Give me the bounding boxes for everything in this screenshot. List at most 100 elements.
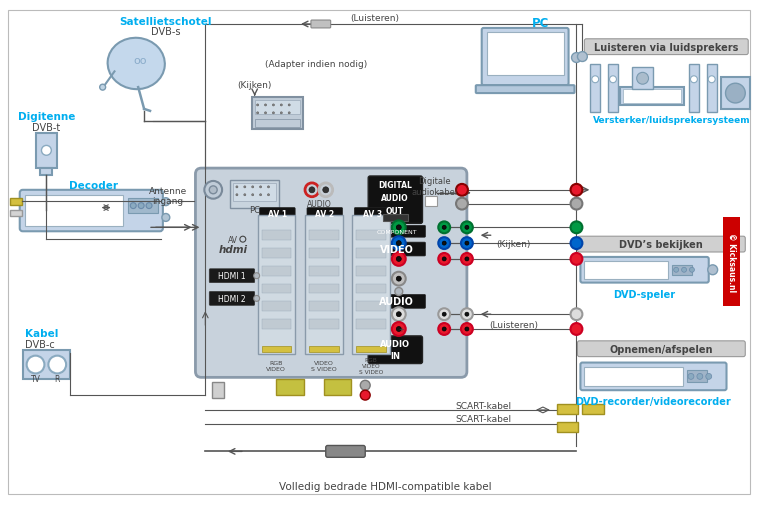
Circle shape <box>288 113 290 115</box>
Circle shape <box>267 186 270 188</box>
Circle shape <box>396 241 401 246</box>
Text: DVD-speler: DVD-speler <box>614 289 676 299</box>
Bar <box>262 231 291 241</box>
Bar <box>707 65 717 113</box>
Bar <box>720 78 750 110</box>
Text: DVD-recorder/videorecorder: DVD-recorder/videorecorder <box>575 396 731 407</box>
Circle shape <box>257 113 259 115</box>
Circle shape <box>319 183 333 197</box>
Bar <box>309 320 339 329</box>
Circle shape <box>708 77 715 83</box>
Circle shape <box>465 226 469 230</box>
FancyBboxPatch shape <box>260 208 295 220</box>
Circle shape <box>610 77 617 83</box>
Bar <box>262 320 291 329</box>
Circle shape <box>439 222 450 234</box>
Text: Kabel: Kabel <box>25 328 58 338</box>
Text: Volledig bedrade HDMI-compatible kabel: Volledig bedrade HDMI-compatible kabel <box>279 481 492 491</box>
Text: AV 2: AV 2 <box>315 210 334 219</box>
Text: Luisteren via luidsprekers: Luisteren via luidsprekers <box>594 42 739 53</box>
Bar <box>35 133 58 169</box>
Circle shape <box>726 84 745 104</box>
Circle shape <box>27 356 45 374</box>
Text: (Kijken): (Kijken) <box>237 81 272 90</box>
Circle shape <box>456 184 468 196</box>
Text: AV 3: AV 3 <box>362 210 382 219</box>
Bar <box>262 266 291 276</box>
FancyBboxPatch shape <box>578 237 745 252</box>
Text: R: R <box>55 374 60 383</box>
Bar <box>10 198 22 205</box>
Circle shape <box>264 105 266 107</box>
Bar <box>41 169 52 176</box>
Bar <box>356 302 386 312</box>
Circle shape <box>706 374 712 380</box>
Text: (Kijken): (Kijken) <box>496 239 531 248</box>
Bar <box>557 422 578 432</box>
Bar <box>230 181 280 208</box>
Circle shape <box>360 381 370 390</box>
Circle shape <box>442 327 446 331</box>
Bar <box>252 98 303 129</box>
Bar <box>255 101 300 115</box>
Circle shape <box>396 312 401 317</box>
Text: +: + <box>398 326 404 332</box>
Text: TV: TV <box>31 374 41 383</box>
Text: hdmi: hdmi <box>218 244 247 255</box>
Circle shape <box>273 113 274 115</box>
Bar <box>620 88 684 106</box>
Circle shape <box>280 105 283 107</box>
Circle shape <box>204 182 222 199</box>
Circle shape <box>690 77 697 83</box>
Circle shape <box>252 194 253 196</box>
FancyBboxPatch shape <box>584 40 748 56</box>
Circle shape <box>578 53 588 62</box>
Text: Digitale
audiokabel: Digitale audiokabel <box>411 177 458 196</box>
FancyBboxPatch shape <box>195 169 467 378</box>
Bar <box>356 284 386 294</box>
Bar <box>425 196 437 206</box>
Circle shape <box>252 186 253 188</box>
Circle shape <box>396 257 401 262</box>
Circle shape <box>236 194 238 196</box>
Circle shape <box>288 105 290 107</box>
Circle shape <box>395 288 402 296</box>
Circle shape <box>273 105 274 107</box>
Bar <box>25 195 124 227</box>
Circle shape <box>439 323 450 335</box>
Circle shape <box>571 309 582 321</box>
Text: VIDEO: VIDEO <box>380 244 414 255</box>
Circle shape <box>396 327 401 332</box>
FancyBboxPatch shape <box>20 190 163 232</box>
Circle shape <box>442 226 446 230</box>
Text: DVB-s: DVB-s <box>151 27 180 37</box>
FancyBboxPatch shape <box>482 29 568 86</box>
Circle shape <box>571 198 582 210</box>
Bar <box>353 216 390 354</box>
Text: PC: PC <box>249 206 260 215</box>
Text: VIDEO
S VIDEO: VIDEO S VIDEO <box>311 361 336 371</box>
Text: AV 1: AV 1 <box>268 210 287 219</box>
Circle shape <box>162 214 170 222</box>
Bar <box>276 380 304 395</box>
Circle shape <box>442 242 446 245</box>
Text: AUDIO: AUDIO <box>380 340 410 348</box>
Circle shape <box>439 254 450 265</box>
Bar <box>10 210 22 217</box>
FancyBboxPatch shape <box>368 336 422 364</box>
FancyBboxPatch shape <box>368 226 425 238</box>
Circle shape <box>162 198 170 206</box>
Circle shape <box>392 272 406 286</box>
FancyBboxPatch shape <box>311 21 331 29</box>
Text: AUDIO: AUDIO <box>381 194 409 203</box>
Circle shape <box>465 242 469 245</box>
Circle shape <box>456 198 468 210</box>
Bar <box>608 65 618 113</box>
FancyBboxPatch shape <box>368 295 425 309</box>
Circle shape <box>396 277 401 282</box>
Bar <box>262 346 291 352</box>
Circle shape <box>100 85 106 91</box>
Text: AUDIO: AUDIO <box>379 297 414 307</box>
Bar <box>687 371 707 383</box>
Circle shape <box>146 203 152 209</box>
